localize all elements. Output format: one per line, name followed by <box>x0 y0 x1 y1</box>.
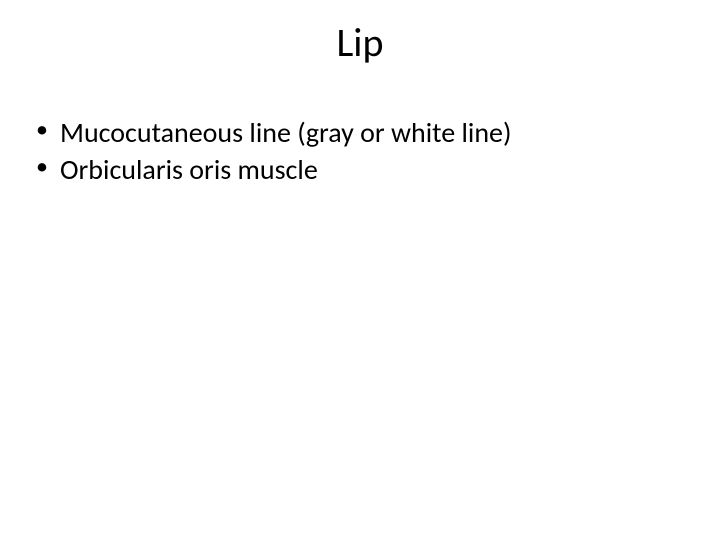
slide-title: Lip <box>0 0 720 87</box>
list-item: Mucocutaneous line (gray or white line) <box>32 115 720 150</box>
list-item: Orbicularis oris muscle <box>32 152 720 187</box>
bullet-list: Mucocutaneous line (gray or white line) … <box>0 87 720 187</box>
